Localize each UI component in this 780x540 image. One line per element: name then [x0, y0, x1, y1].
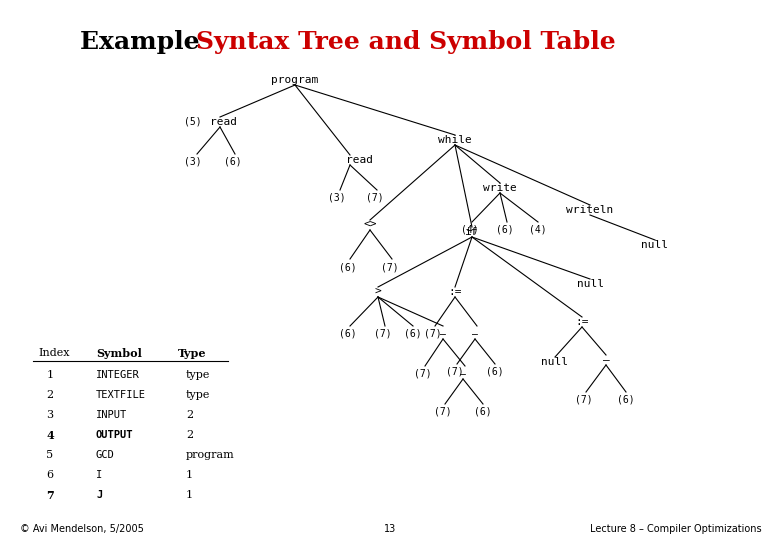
Text: null: null [641, 240, 668, 250]
Text: read: read [210, 117, 236, 127]
Text: (6): (6) [339, 262, 356, 272]
Text: © Avi Mendelson, 5/2005: © Avi Mendelson, 5/2005 [20, 524, 144, 534]
Text: TEXTFILE: TEXTFILE [96, 390, 146, 400]
Text: (6): (6) [486, 367, 504, 377]
Text: (7): (7) [575, 395, 593, 405]
Text: (4): (4) [461, 225, 479, 235]
Text: <>: <> [363, 220, 377, 230]
Text: –: – [440, 329, 446, 339]
Text: 2: 2 [186, 410, 193, 420]
Text: Symbol: Symbol [96, 348, 142, 359]
Text: –: – [603, 355, 609, 365]
Text: 6: 6 [47, 470, 54, 480]
Text: (6): (6) [404, 329, 422, 339]
Text: I: I [96, 470, 102, 480]
Text: 1: 1 [186, 470, 193, 480]
Text: J: J [96, 490, 102, 500]
Text: (7): (7) [414, 369, 432, 379]
Text: Syntax Tree and Symbol Table: Syntax Tree and Symbol Table [196, 30, 615, 54]
Text: if: if [465, 227, 479, 237]
Text: (6): (6) [474, 407, 492, 417]
Text: 2: 2 [47, 390, 54, 400]
Text: null: null [576, 279, 604, 289]
Text: 5: 5 [47, 450, 54, 460]
Text: (4): (4) [529, 225, 547, 235]
Text: program: program [271, 75, 318, 85]
Text: (7): (7) [366, 193, 384, 203]
Text: (7): (7) [446, 367, 464, 377]
Text: (3): (3) [184, 157, 202, 167]
Text: INTEGER: INTEGER [96, 370, 140, 380]
Text: Lecture 8 – Compiler Optimizations: Lecture 8 – Compiler Optimizations [590, 524, 762, 534]
Text: 7: 7 [46, 490, 54, 501]
Text: Type: Type [178, 348, 207, 359]
Text: –: – [460, 369, 466, 379]
Text: write: write [483, 183, 517, 193]
Text: >: > [374, 287, 381, 297]
Text: type: type [186, 390, 211, 400]
Text: Example: Example [80, 30, 208, 54]
Text: (6): (6) [339, 329, 356, 339]
Text: (7): (7) [374, 329, 392, 339]
Text: INPUT: INPUT [96, 410, 127, 420]
Text: OUTPUT: OUTPUT [96, 430, 133, 440]
Text: GCD: GCD [96, 450, 115, 460]
Text: (7): (7) [434, 407, 452, 417]
Text: (7): (7) [424, 329, 441, 339]
Text: (6): (6) [617, 395, 635, 405]
Text: 1: 1 [186, 490, 193, 500]
Text: :=: := [576, 317, 589, 327]
Text: –: – [472, 329, 478, 339]
Text: (6): (6) [496, 225, 514, 235]
Text: read: read [346, 155, 374, 165]
Text: :=: := [448, 287, 462, 297]
Text: while: while [438, 135, 472, 145]
Text: type: type [186, 370, 211, 380]
Text: (6): (6) [224, 157, 242, 167]
Text: null: null [541, 357, 569, 367]
Text: 13: 13 [384, 524, 396, 534]
Text: 4: 4 [46, 430, 54, 441]
Text: 1: 1 [47, 370, 54, 380]
Text: writeln: writeln [566, 205, 614, 215]
Text: Index: Index [38, 348, 69, 358]
Text: (5): (5) [184, 117, 202, 127]
Text: (7): (7) [381, 262, 399, 272]
Text: 2: 2 [186, 430, 193, 440]
Text: program: program [186, 450, 235, 460]
Text: 3: 3 [47, 410, 54, 420]
Text: (3): (3) [328, 193, 346, 203]
